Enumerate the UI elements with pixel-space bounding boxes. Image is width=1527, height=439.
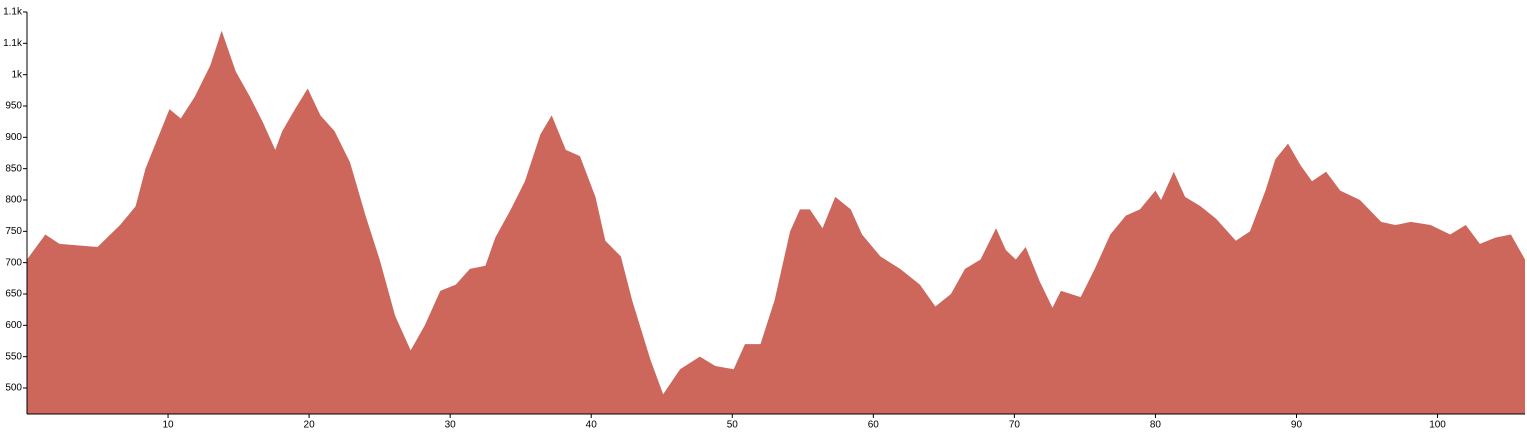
y-tick-label: 850	[5, 163, 22, 174]
y-tick-label: 950	[5, 101, 22, 112]
y-tick-label: 800	[5, 195, 22, 206]
y-tick-label: 700	[5, 257, 22, 268]
elevation-area	[27, 30, 1525, 415]
y-tick-label: 900	[5, 132, 22, 143]
x-tick-label: 20	[304, 420, 316, 431]
y-tick-label: 1.1k	[3, 38, 23, 49]
y-tick-label: 750	[5, 226, 22, 237]
y-tick-label: 1k	[11, 69, 23, 80]
x-tick-label: 60	[868, 420, 880, 431]
y-tick-label: 600	[5, 320, 22, 331]
x-tick-label: 90	[1291, 420, 1303, 431]
y-tick-label: 500	[5, 383, 22, 394]
x-tick-label: 50	[727, 420, 739, 431]
x-tick-label: 10	[162, 420, 174, 431]
x-tick-label: 30	[445, 420, 457, 431]
x-tick-label: 70	[1009, 420, 1021, 431]
x-tick-label: 80	[1150, 420, 1162, 431]
y-tick-label: 550	[5, 351, 22, 362]
x-tick-label: 40	[586, 420, 598, 431]
y-tick-label: 1.1k	[3, 7, 23, 18]
y-tick-label: 650	[5, 289, 22, 300]
x-tick-label: 100	[1429, 420, 1446, 431]
